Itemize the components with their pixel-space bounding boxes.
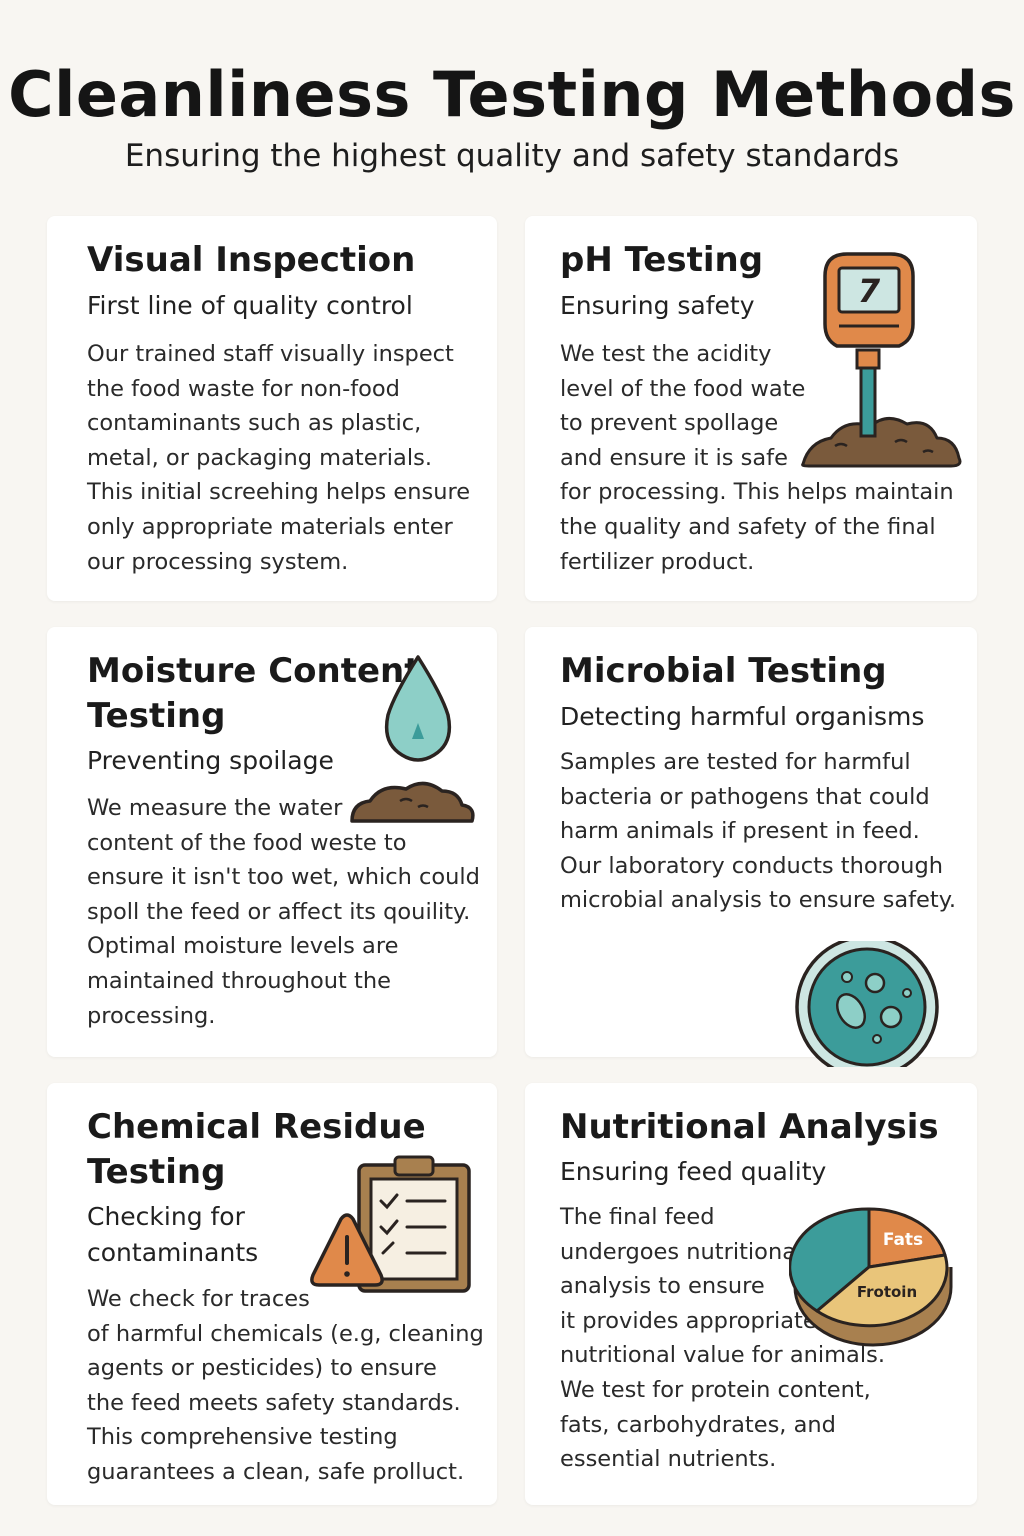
pie-label-fats: Fats xyxy=(883,1230,923,1250)
card-subtitle: Preventing spoilage xyxy=(87,746,334,775)
page-title: Cleanliness Testing Methods xyxy=(8,58,1016,131)
card-microbial-testing: Microbial Testing Detecting harmful orga… xyxy=(525,627,977,1067)
page-subtitle: Ensuring the highest quality and safety … xyxy=(124,138,900,174)
card-description: We test the acidity level of the food wa… xyxy=(560,341,954,575)
card-subtitle: First line of quality control xyxy=(87,291,413,320)
pie-label-protein: Frotoin xyxy=(857,1283,917,1301)
card-title: Visual Inspection xyxy=(87,240,416,280)
card-chemical-residue-testing: Chemical Residue Testing Checking for co… xyxy=(47,1083,497,1505)
card-ph-testing: pH Testing Ensuring safety We test the a… xyxy=(525,216,977,601)
card-visual-inspection: Visual Inspection First line of quality … xyxy=(47,216,497,601)
card-description: Our trained staff visually inspect the f… xyxy=(87,341,471,575)
ph-meter-icon: 7 xyxy=(801,252,962,468)
card-subtitle: Ensuring feed quality xyxy=(560,1157,827,1186)
pie-chart-icon: Fats Frotoin xyxy=(789,1207,953,1347)
card-subtitle: Detecting harmful organisms xyxy=(560,702,925,731)
card-title: Microbial Testing xyxy=(560,651,887,691)
petri-dish-icon xyxy=(795,941,939,1067)
card-title: Chemical Residue Testing xyxy=(87,1107,426,1192)
card-title: pH Testing xyxy=(560,240,764,280)
water-drop-icon xyxy=(350,655,475,823)
card-title: Nutritional Analysis xyxy=(560,1107,939,1147)
card-description: Samples are tested for harmful bacteria … xyxy=(560,749,956,914)
ph-meter-reading: 7 xyxy=(858,272,881,310)
card-subtitle: Checking for contaminants xyxy=(87,1202,259,1267)
card-description: We measure the water content of the food… xyxy=(87,795,480,1029)
card-title: Moisture Content Testing xyxy=(87,651,421,736)
card-subtitle: Ensuring safety xyxy=(560,291,755,320)
clipboard-warning-icon xyxy=(310,1155,471,1293)
card-nutritional-analysis: Nutritional Analysis Ensuring feed quali… xyxy=(525,1083,977,1505)
card-description: We check for traces of harmful chemicals… xyxy=(87,1286,484,1485)
card-description: The final feed undergoes nutritional ana… xyxy=(560,1204,885,1473)
card-moisture-content-testing: Moisture Content Testing Preventing spoi… xyxy=(47,627,497,1057)
